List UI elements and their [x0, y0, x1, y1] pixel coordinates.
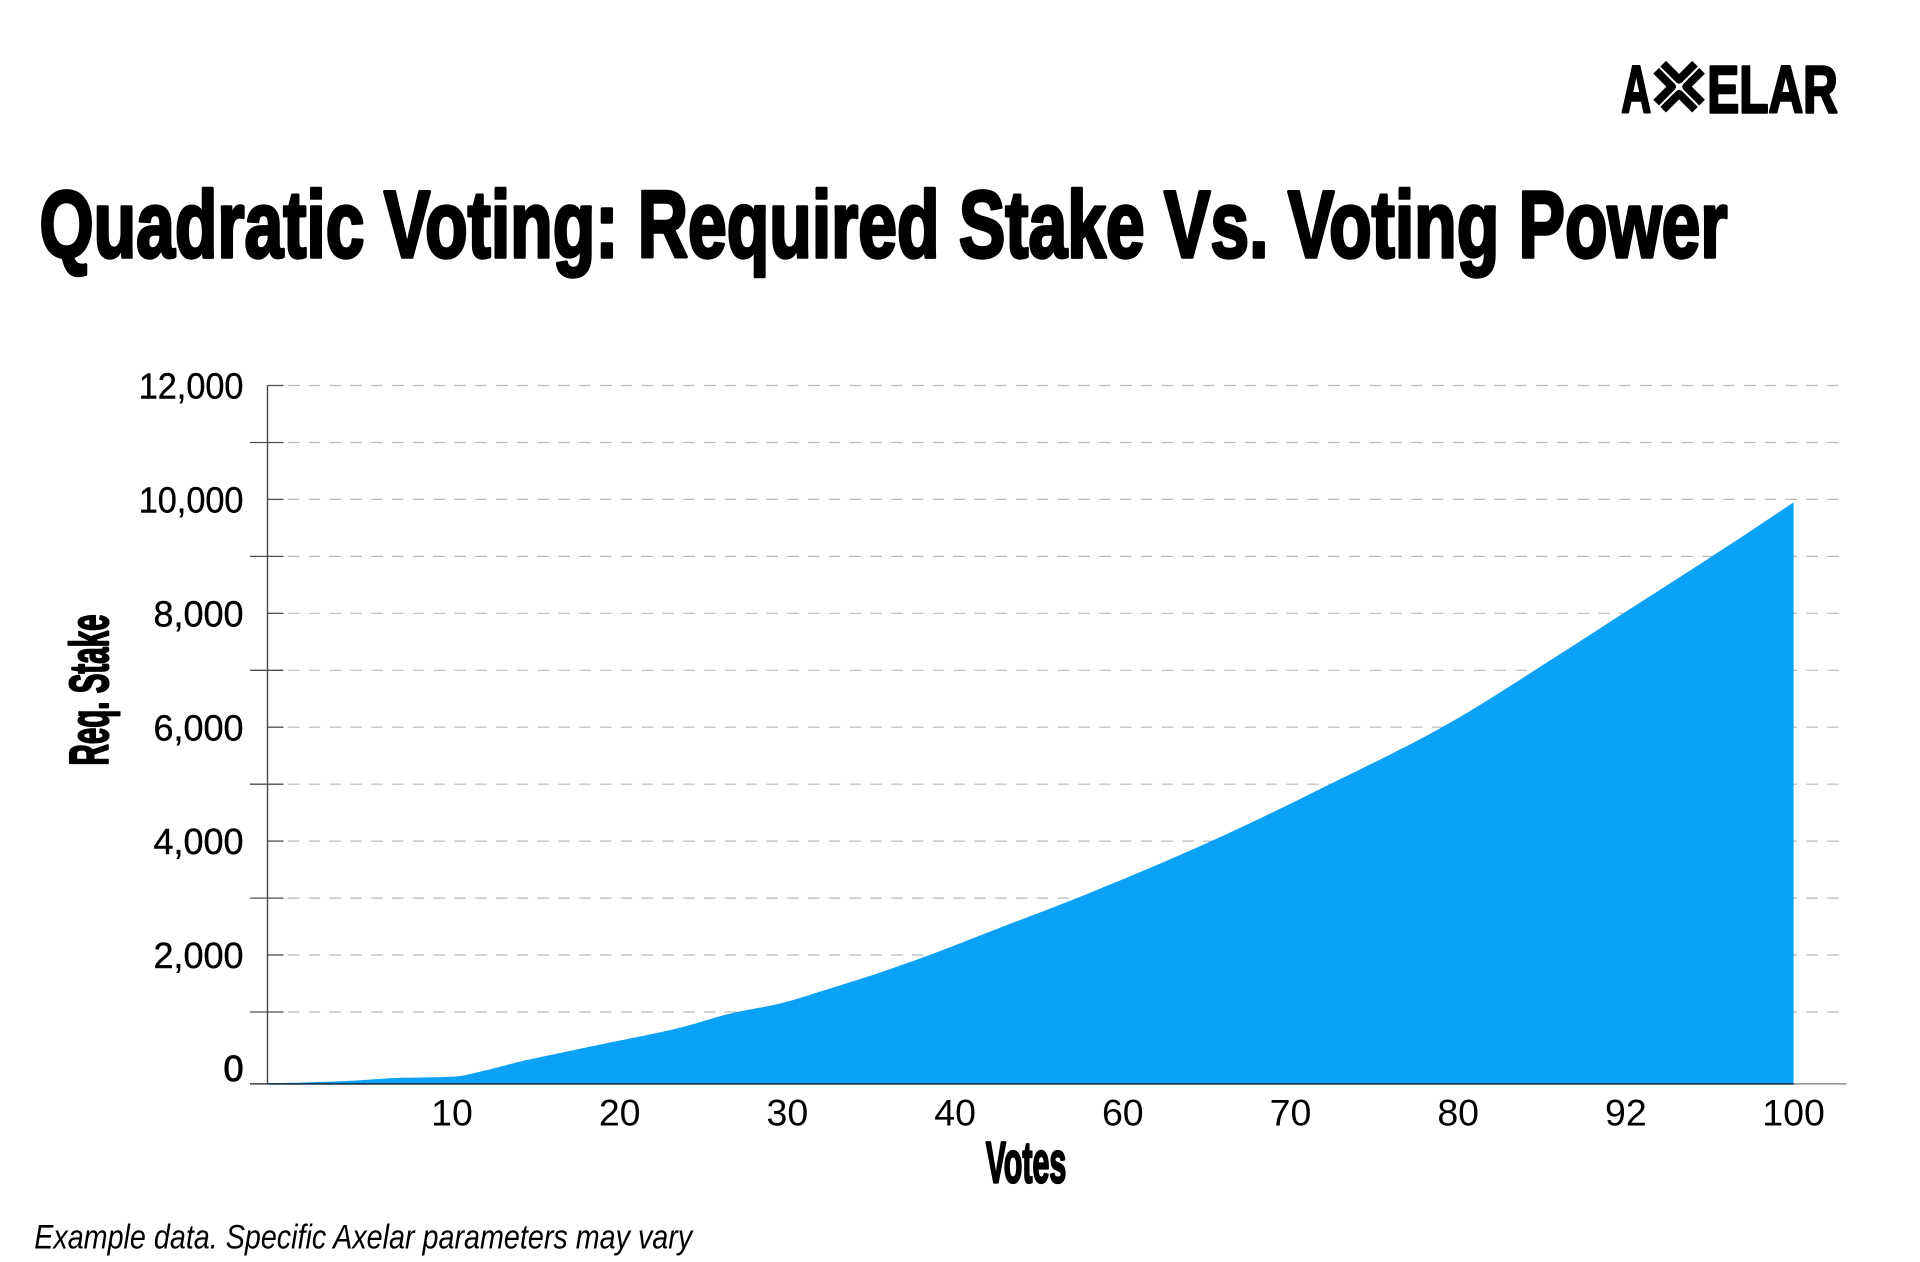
svg-text:92: 92: [1605, 1092, 1647, 1134]
svg-text:A: A: [1621, 54, 1651, 128]
svg-text:70: 70: [1270, 1092, 1312, 1134]
svg-text:2,000: 2,000: [154, 935, 244, 976]
svg-text:40: 40: [934, 1092, 976, 1134]
svg-text:12,000: 12,000: [139, 366, 244, 407]
svg-text:80: 80: [1437, 1092, 1479, 1134]
svg-text:Quadratic Voting: Required Sta: Quadratic Voting: Required Stake Vs. Vot…: [40, 172, 1728, 278]
svg-text:Votes: Votes: [986, 1130, 1067, 1195]
svg-text:8,000: 8,000: [154, 593, 244, 634]
svg-text:4,000: 4,000: [154, 821, 244, 862]
svg-text:10,000: 10,000: [139, 480, 244, 521]
svg-text:6,000: 6,000: [154, 707, 244, 748]
svg-text:30: 30: [767, 1092, 809, 1134]
svg-text:100: 100: [1762, 1092, 1825, 1134]
svg-text:Example data. Specific Axelar: Example data. Specific Axelar parameters…: [34, 1219, 694, 1257]
svg-text:Req. Stake: Req. Stake: [59, 615, 120, 766]
svg-text:10: 10: [431, 1092, 473, 1134]
svg-text:20: 20: [599, 1092, 641, 1134]
svg-text:0: 0: [223, 1048, 243, 1089]
svg-text:60: 60: [1102, 1092, 1144, 1134]
svg-text:ELAR: ELAR: [1707, 54, 1838, 128]
